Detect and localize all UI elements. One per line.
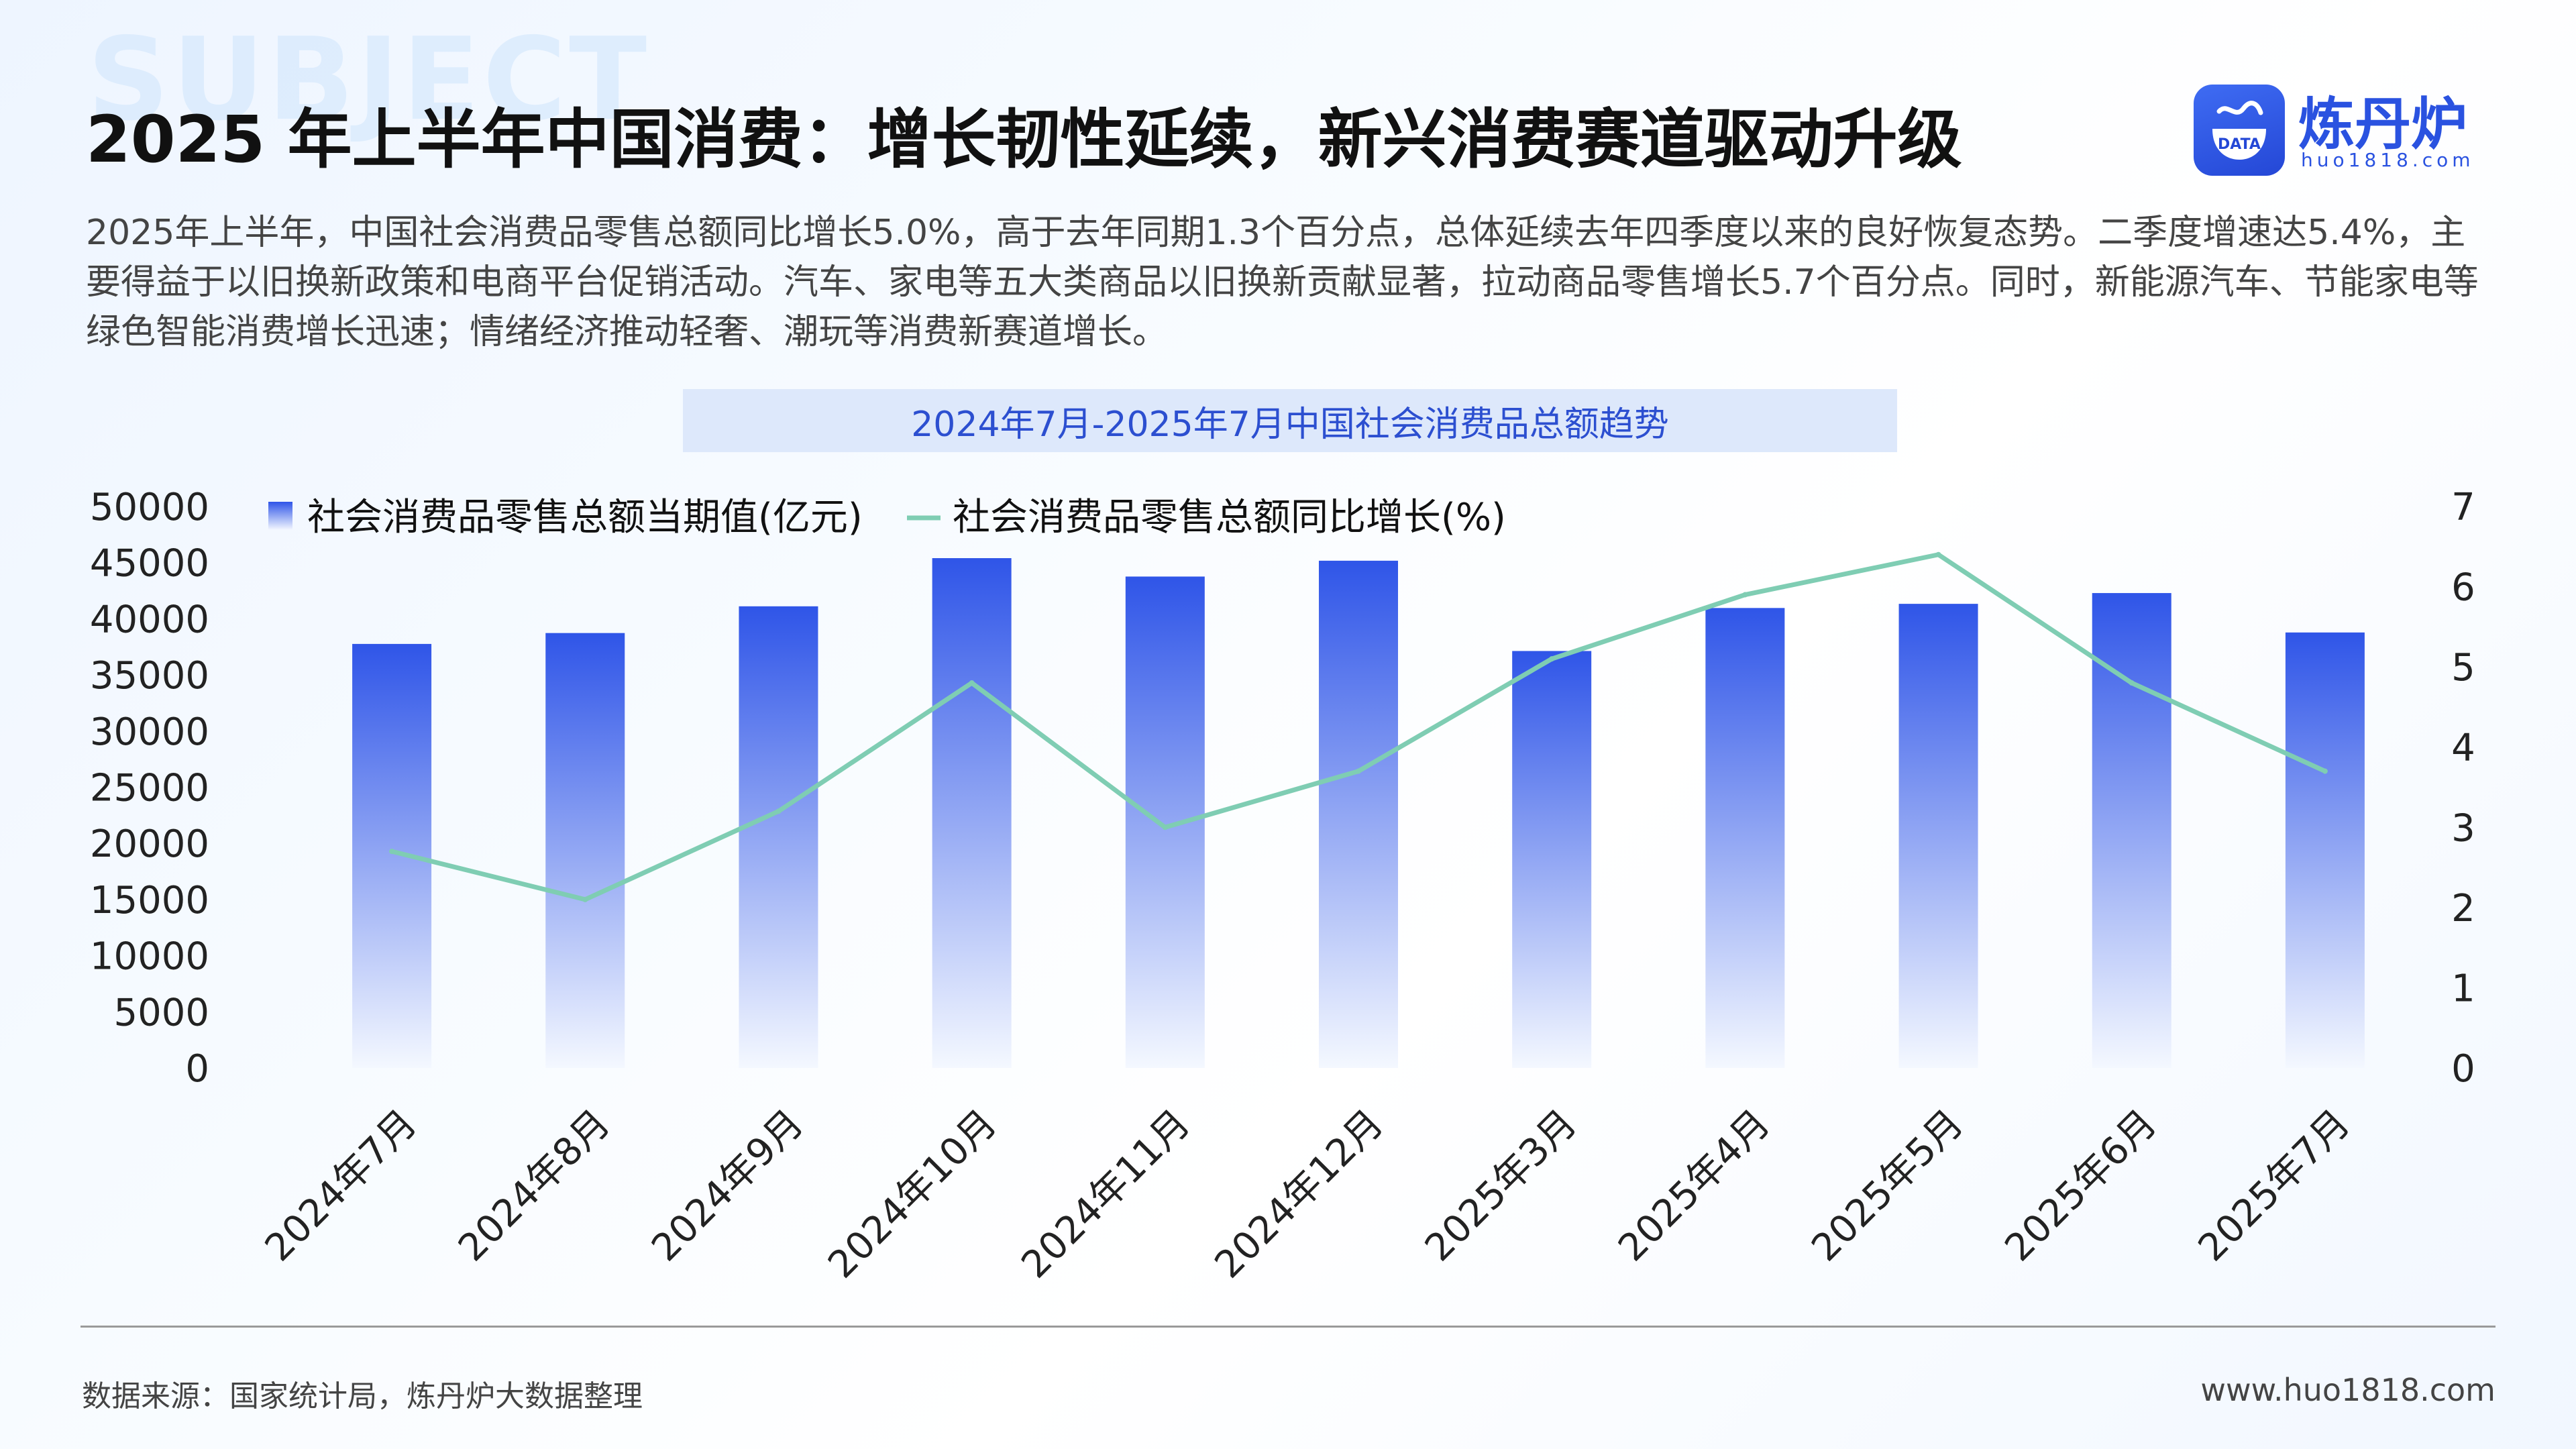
right-tick-label: 4 [2451, 727, 2475, 770]
left-tick-label: 50000 [90, 486, 209, 529]
bar [1512, 651, 1592, 1068]
line-point [1549, 656, 1555, 662]
line-point [1356, 768, 1361, 774]
cauldron-icon: DATA [2212, 101, 2266, 160]
x-tick-label: 2025年3月 [1417, 1102, 1585, 1270]
x-tick-label: 2024年12月 [1207, 1102, 1392, 1287]
right-tick-label: 7 [2451, 486, 2475, 529]
left-axis-ticks: 0 5000 10000 15000 20000 25000 30000 35000 40000… [90, 486, 209, 1091]
legend-bar-label: 社会消费品零售总额当期值(亿元) [307, 496, 863, 539]
chart-title: 2024年7月-2025年7月中国社会消费品总额趋势 [683, 389, 1897, 452]
left-tick-label: 40000 [90, 598, 209, 641]
background-watermark-text: SUBJECT [87, 13, 650, 146]
line-point [582, 896, 588, 902]
legend-line-label: 社会消费品零售总额同比增长(%) [953, 496, 1506, 539]
brand-logo: DATA 炼丹炉 huo1818.com [2194, 79, 2509, 180]
bar [1125, 576, 1205, 1068]
line-point [775, 808, 782, 814]
line-point [1162, 824, 1168, 830]
x-tick-label: 2025年7月 [2190, 1102, 2359, 1270]
line-point [2322, 768, 2328, 774]
x-tick-label: 2024年8月 [450, 1102, 619, 1270]
left-tick-label: 0 [185, 1047, 209, 1091]
x-tick-label: 2024年7月 [257, 1102, 425, 1270]
right-tick-label: 6 [2451, 566, 2475, 610]
page-title: 2025 年上半年中国消费：增长韧性延续，新兴消费赛道驱动升级 [86, 102, 1962, 177]
line-point [969, 680, 975, 686]
x-tick-label: 2025年5月 [1803, 1102, 1972, 1270]
bar [932, 558, 1012, 1068]
line-series [389, 551, 2328, 902]
data-source: 数据来源：国家统计局，炼丹炉大数据整理 [82, 1379, 643, 1413]
logo-url: huo1818.com [2301, 149, 2475, 171]
right-tick-label: 2 [2451, 887, 2475, 930]
bar [545, 633, 625, 1068]
legend-bar-swatch [268, 502, 292, 530]
bar [1319, 560, 1398, 1068]
logo-name: 炼丹炉 [2298, 91, 2468, 157]
left-tick-label: 25000 [90, 767, 209, 810]
right-tick-label: 3 [2451, 806, 2475, 850]
left-tick-label: 30000 [90, 710, 209, 754]
bar [1705, 608, 1785, 1068]
left-tick-label: 45000 [90, 542, 209, 586]
bar [2092, 593, 2171, 1068]
website-link[interactable]: www.huo1818.com [2200, 1372, 2496, 1408]
left-tick-label: 35000 [90, 654, 209, 698]
bar [2285, 632, 2365, 1068]
x-tick-label: 2024年11月 [1013, 1102, 1198, 1287]
x-tick-label: 2024年10月 [820, 1102, 1005, 1287]
line-point [2129, 680, 2135, 686]
left-tick-label: 15000 [90, 879, 209, 922]
x-tick-label: 2024年9月 [643, 1102, 812, 1270]
line-point [1742, 592, 1748, 598]
logo-badge: DATA [2194, 85, 2285, 176]
svg-text:DATA: DATA [2218, 136, 2261, 153]
footer-divider [80, 1326, 2496, 1328]
bar [739, 606, 818, 1068]
x-axis-ticks: 2024年7月 2024年8月 2024年9月 2024年10月 2024年11月 202… [257, 1102, 2359, 1287]
left-tick-label: 5000 [113, 991, 209, 1034]
x-tick-label: 2025年4月 [1610, 1102, 1778, 1270]
left-tick-label: 10000 [90, 935, 209, 979]
right-tick-label: 0 [2451, 1047, 2475, 1091]
x-tick-label: 2025年6月 [1996, 1102, 2165, 1270]
right-tick-label: 1 [2451, 967, 2475, 1010]
left-tick-label: 20000 [90, 822, 209, 866]
right-axis-ticks: 0 1 2 3 4 5 6 7 [2451, 486, 2475, 1091]
line-point [389, 849, 395, 855]
bar [1898, 604, 1978, 1068]
line-point [1935, 551, 1941, 557]
chart-legend: 社会消费品零售总额当期值(亿元) 社会消费品零售总额同比增长(%) [268, 496, 1506, 539]
right-tick-label: 5 [2451, 646, 2475, 690]
summary-paragraph: 2025年上半年，中国社会消费品零售总额同比增长5.0%，高于去年同期1.3个百… [86, 213, 2479, 352]
bar-series [352, 558, 2365, 1068]
